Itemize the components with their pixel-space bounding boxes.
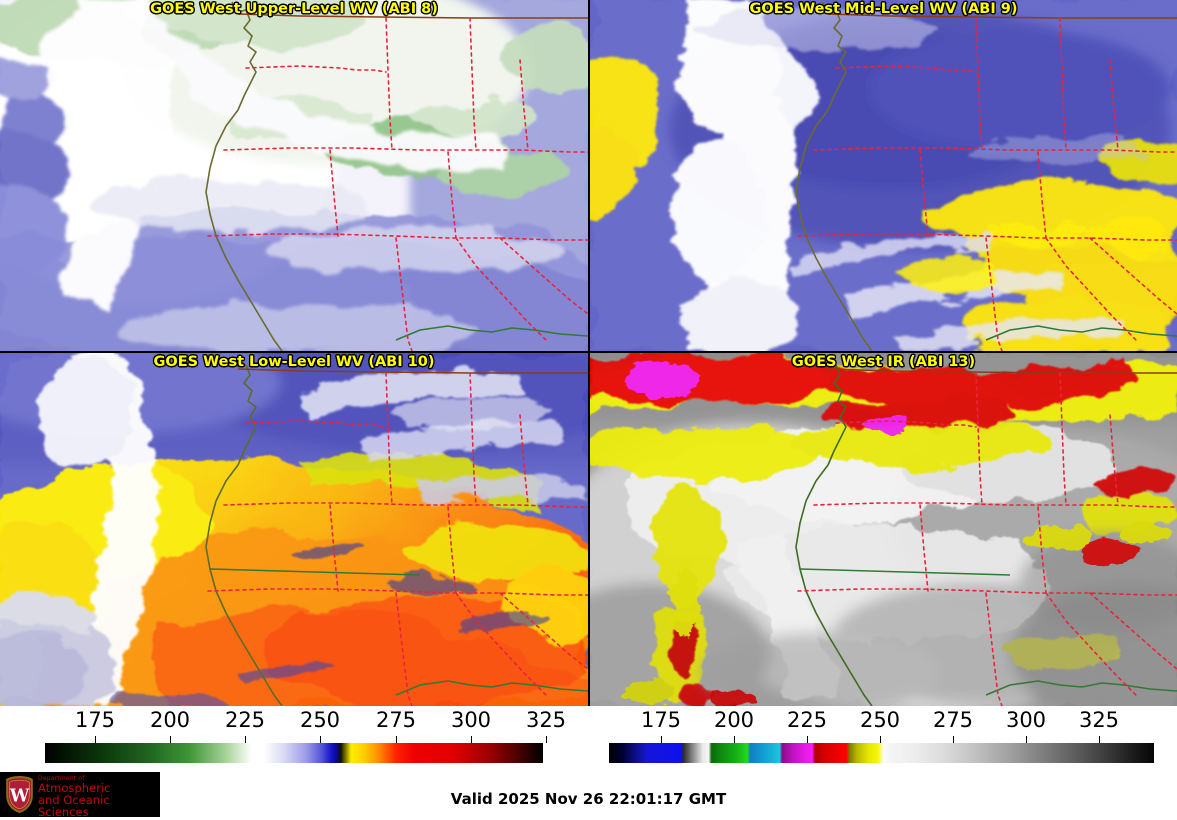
wv-tick-label-175: 175	[74, 708, 116, 732]
wv-tick-label-200: 200	[149, 708, 191, 732]
logo-line-atmospheric: Atmospheric	[38, 781, 111, 796]
ir-tick-label-325: 325	[1078, 708, 1120, 732]
wv-tick-label-300: 300	[450, 708, 492, 732]
panel-ir[interactable]: GOES West IR (ABI 13)	[590, 353, 1177, 706]
ir-colorbar-ticks	[590, 736, 1177, 743]
ir-tick-label-275: 275	[932, 708, 974, 732]
panel-mid-level-wv[interactable]: GOES West Mid-Level WV (ABI 9)	[590, 0, 1177, 351]
panel-low-level-wv[interactable]: GOES West Low-Level WV (ABI 10)	[0, 353, 588, 706]
logo-line-oceanic: and Oceanic Sciences	[38, 793, 110, 817]
ir-tick-label-300: 300	[1005, 708, 1047, 732]
ir-colorbar-gradient	[609, 743, 1154, 763]
wv-colorbar-ticks	[0, 736, 588, 743]
wv-colorbar-gradient	[45, 743, 543, 763]
uw-crest-icon: W	[6, 776, 33, 813]
panel-upper-level-wv[interactable]: GOES West Upper-Level WV (ABI 8)	[0, 0, 588, 351]
wv-tick-label-250: 250	[299, 708, 341, 732]
uw-aos-logo-text: Department of Atmospheric and Oceanic Sc…	[38, 775, 158, 817]
wv-tick-label-275: 275	[375, 708, 417, 732]
wv-colorbar-block: 175 200 225 250 275 300 325	[0, 706, 588, 763]
satellite-image-upper-level-wv	[0, 0, 588, 351]
satellite-image-mid-level-wv	[590, 0, 1177, 351]
wv-tick-label-225: 225	[224, 708, 266, 732]
wv-colorbar-tick-labels: 175 200 225 250 275 300 325	[0, 706, 588, 736]
ir-tick-label-200: 200	[713, 708, 755, 732]
satellite-image-ir	[590, 353, 1177, 706]
ir-colorbar-tick-labels: 175 200 225 250 275 300 325	[590, 706, 1177, 736]
ir-tick-label-225: 225	[786, 708, 828, 732]
wv-tick-label-325: 325	[525, 708, 567, 732]
ir-colorbar-block: 175 200 225 250 275 300 325	[590, 706, 1177, 763]
crest-letter: W	[9, 787, 30, 807]
logo-line-department: Department of	[38, 775, 85, 782]
ir-tick-label-250: 250	[859, 708, 901, 732]
panel-grid: GOES West Upper-Level WV (ABI 8)	[0, 0, 1177, 706]
satellite-image-low-level-wv	[0, 353, 588, 706]
ir-tick-label-175: 175	[640, 708, 682, 732]
valid-timestamp: Valid 2025 Nov 26 22:01:17 GMT	[450, 790, 727, 808]
uw-aos-logo: W Department of Atmospheric and Oceanic …	[0, 772, 160, 817]
